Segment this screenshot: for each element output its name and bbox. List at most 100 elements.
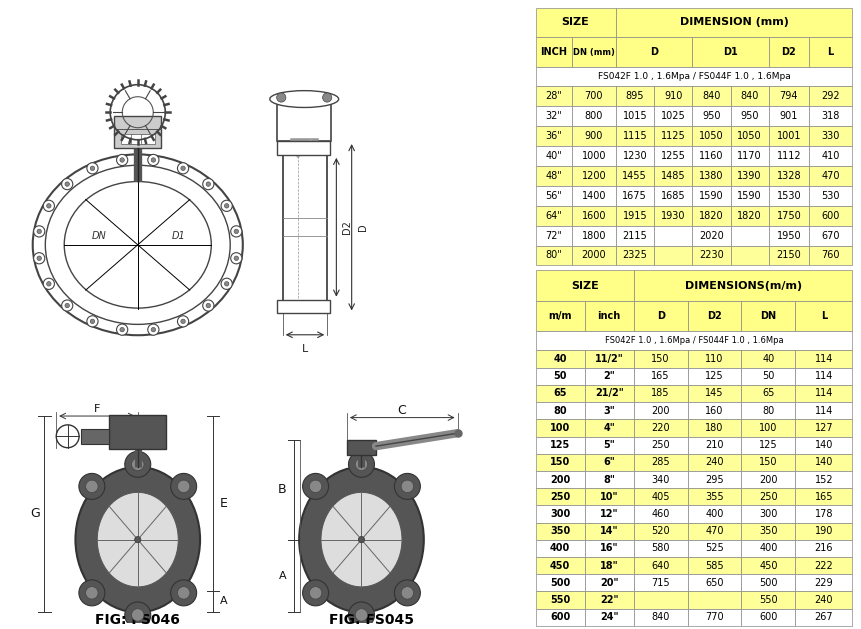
Bar [536,488,585,505]
Text: 200: 200 [550,474,570,484]
Ellipse shape [349,602,375,628]
Circle shape [120,158,124,162]
Circle shape [152,328,156,332]
Bar [536,471,585,488]
Text: 4": 4" [604,423,615,433]
Text: 1750: 1750 [777,211,802,221]
Bar [688,402,741,420]
Text: L: L [827,47,833,57]
Bar [585,454,634,471]
Circle shape [202,179,214,190]
Circle shape [34,226,45,237]
Bar [114,116,162,148]
Bar [282,141,327,313]
Bar [616,106,653,126]
Bar [688,505,741,523]
Text: 125: 125 [550,440,570,450]
Text: 100: 100 [759,423,777,433]
Circle shape [120,328,124,332]
Text: 295: 295 [705,474,724,484]
Bar [688,540,741,557]
Bar [536,402,585,420]
Circle shape [65,182,70,186]
Text: 40: 40 [554,354,567,364]
Text: 145: 145 [705,389,724,398]
Bar [634,437,688,454]
Bar [634,301,688,331]
Bar [769,146,808,166]
Circle shape [116,154,127,165]
Bar [769,226,808,245]
Bar [634,350,688,367]
Bar [585,540,634,557]
Bar [692,146,730,166]
Bar [769,86,808,106]
Circle shape [181,319,185,323]
Text: 1390: 1390 [737,171,762,181]
Text: 895: 895 [626,91,644,101]
Ellipse shape [125,452,151,477]
Bar [741,385,796,402]
Circle shape [225,282,229,286]
Bar [730,146,769,166]
Text: 950: 950 [702,111,721,121]
Text: 185: 185 [652,389,670,398]
Text: 48": 48" [546,171,562,181]
Bar [741,557,796,574]
Ellipse shape [302,580,329,606]
Circle shape [43,200,54,211]
Text: SIZE: SIZE [561,18,590,28]
Bar [730,126,769,146]
Text: 40": 40" [546,151,562,161]
Bar [572,86,616,106]
Text: 800: 800 [585,111,603,121]
Text: 405: 405 [652,492,670,502]
Text: 410: 410 [821,151,839,161]
Bar [536,591,585,609]
Circle shape [87,316,98,327]
Text: 160: 160 [705,406,724,416]
Ellipse shape [170,580,196,606]
Text: 2115: 2115 [623,231,647,240]
Text: 1930: 1930 [661,211,685,221]
Text: 21/2": 21/2" [595,389,623,398]
Bar [536,540,585,557]
Bar [536,557,585,574]
Bar [653,106,692,126]
Text: 2230: 2230 [699,250,724,260]
Text: 56": 56" [545,191,562,201]
Ellipse shape [269,91,338,108]
Text: 32": 32" [545,111,562,121]
Text: D: D [358,223,368,231]
Text: 50: 50 [762,371,775,381]
Bar [634,385,688,402]
Text: 267: 267 [815,612,833,622]
Text: 1015: 1015 [623,111,647,121]
Circle shape [177,163,189,174]
Text: 190: 190 [815,526,833,536]
Text: 770: 770 [705,612,724,622]
Bar [653,206,692,226]
Circle shape [309,480,322,493]
Text: 1600: 1600 [582,211,606,221]
Bar [796,609,852,626]
Bar [536,301,585,331]
Bar [616,226,653,245]
Bar [796,367,852,385]
Text: 340: 340 [652,474,670,484]
Text: 18": 18" [600,560,618,571]
Bar [730,206,769,226]
Text: 150: 150 [550,457,570,467]
Bar [692,206,730,226]
Bar [653,146,692,166]
Circle shape [37,229,41,233]
Bar [796,471,852,488]
Text: 240: 240 [815,595,833,605]
Text: 640: 640 [652,560,670,571]
Ellipse shape [79,474,105,499]
Text: 2020: 2020 [699,231,724,240]
Text: 140: 140 [815,457,833,467]
Bar [536,245,572,265]
Bar [808,186,852,206]
Text: 1455: 1455 [623,171,647,181]
